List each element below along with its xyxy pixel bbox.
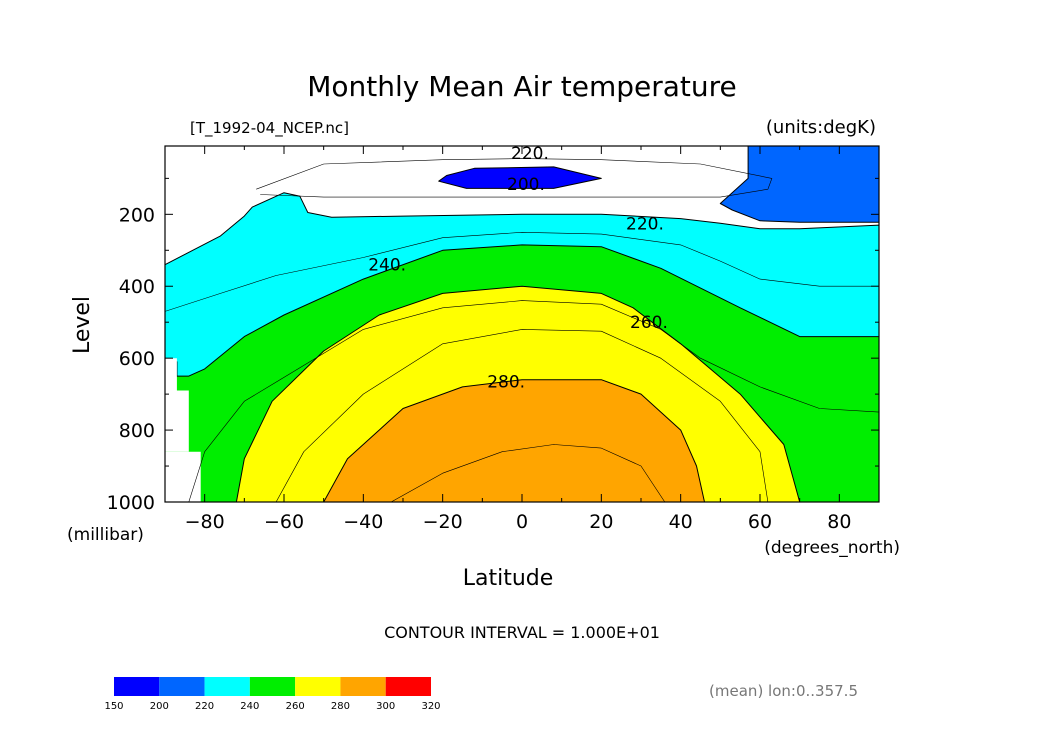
subset-label: (mean) lon:0..357.5 [709,682,858,700]
contour-line [275,329,769,502]
colorbar-tick-label: 200 [150,701,169,712]
y-axis: 200 400 600 800 1000 [107,177,879,514]
y-units-label: (millibar) [67,525,144,545]
x-axis: −80 −60 −40 −20 0 20 40 60 80 [164,146,880,533]
contour-label: 240. [368,256,406,276]
contour-line [165,232,879,312]
units-label: (units:degK) [766,117,876,138]
colorbar-tick-label: 260 [286,701,305,712]
temperature-band-200 [438,166,602,189]
colorbar-swatch [385,677,431,696]
colorbar-tick-label: 320 [421,701,440,712]
x-units-label: (degrees_north) [764,538,900,558]
contour-label: 220. [511,144,549,164]
plot-area [165,146,879,502]
y-tick-label: 1000 [107,492,155,514]
x-tick-label: 0 [516,511,528,533]
y-axis-title: Level [70,296,95,354]
missing-data-region [165,390,189,452]
contour-line [256,158,773,198]
contour-line [390,444,666,502]
x-tick-label: −20 [423,511,463,533]
colorbar-swatch [204,677,250,696]
x-tick-label: 40 [669,511,693,533]
contour-label: 280. [487,373,525,393]
colorbar-swatch [159,677,205,696]
colorbar-swatch [114,677,160,696]
contour-interval-label: CONTOUR INTERVAL = 1.000E+01 [384,623,660,642]
x-tick-label: 80 [827,511,851,533]
temperature-band-220 [719,146,879,223]
colorbar-swatch [249,677,296,696]
y-tick-label: 800 [119,420,155,442]
plot-layers [165,146,879,502]
contour-labels: 220. 200. 220. 240. 260. 280. [368,144,668,392]
colorbar: 150 200 220 240 260 280 300 320 [104,677,441,712]
y-tick-label: 400 [119,276,155,298]
x-tick-label: 20 [589,511,613,533]
contour-line [188,300,879,502]
colorbar-tick-label: 150 [104,701,123,712]
temperature-band-300 [323,379,705,502]
x-tick-label: −80 [185,511,225,533]
colorbar-tick-label: 280 [331,701,350,712]
y-tick-label: 600 [119,348,155,370]
contour-label: 220. [626,214,664,234]
x-tick-label: −60 [264,511,304,533]
missing-data-region [165,451,201,502]
contour-label: 260. [630,313,668,333]
colorbar-tick-label: 300 [376,701,395,712]
colorbar-tick-label: 220 [195,701,214,712]
colorbar-swatch [295,677,341,696]
x-axis-title: Latitude [463,566,554,591]
colorbar-swatch [340,677,386,696]
x-tick-label: 60 [748,511,772,533]
chart-title: Monthly Mean Air temperature [307,70,737,103]
colorbar-tick-label: 240 [240,701,259,712]
y-tick-label: 200 [119,204,155,226]
x-tick-label: −40 [343,511,383,533]
missing-data-region [165,358,177,391]
contour-label: 200. [507,175,545,195]
source-file-label: [T_1992-04_NCEP.nc] [190,119,349,138]
